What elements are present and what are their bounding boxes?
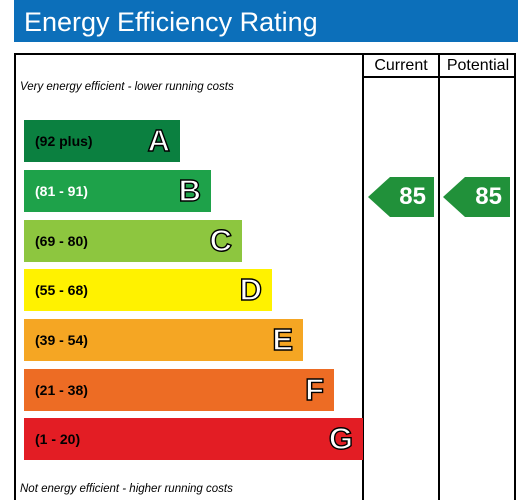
band-e-range: (39 - 54): [35, 332, 88, 348]
band-f-range: (21 - 38): [35, 382, 88, 398]
band-c: (69 - 80) C: [24, 220, 242, 262]
band-g: (1 - 20) G: [24, 418, 363, 460]
inefficient-note: Not energy efficient - higher running co…: [20, 483, 233, 495]
current-rating-value: 85: [399, 183, 426, 210]
band-a: (92 plus) A: [24, 120, 180, 162]
divider-potential: [438, 53, 440, 500]
current-column-header: Current: [374, 57, 428, 74]
efficient-note: Very energy efficient - lower running co…: [20, 81, 234, 93]
band-b-letter: B: [178, 172, 202, 208]
header-divider: [362, 76, 516, 78]
band-g-letter: G: [328, 420, 354, 456]
band-a-range: (92 plus): [35, 133, 93, 149]
band-d-letter: D: [239, 271, 263, 307]
potential-column-header: Potential: [446, 57, 510, 74]
band-f: (21 - 38) F: [24, 369, 334, 411]
band-c-letter: C: [209, 222, 233, 258]
band-c-range: (69 - 80): [35, 233, 88, 249]
band-b-range: (81 - 91): [35, 183, 88, 199]
band-g-range: (1 - 20): [35, 431, 81, 447]
band-d-range: (55 - 68): [35, 282, 88, 298]
rating-table-frame: [14, 53, 516, 500]
band-e: (39 - 54) E: [24, 319, 303, 361]
potential-rating-value: 85: [475, 183, 502, 210]
band-f-letter: F: [304, 371, 324, 407]
page-title: Energy Efficiency Rating: [14, 0, 518, 42]
potential-rating-arrow: 85: [443, 177, 510, 217]
band-d: (55 - 68) D: [24, 269, 272, 311]
band-e-letter: E: [272, 321, 294, 357]
band-b: (81 - 91) B: [24, 170, 211, 212]
band-a-letter: A: [147, 122, 171, 158]
divider-current: [362, 53, 364, 500]
